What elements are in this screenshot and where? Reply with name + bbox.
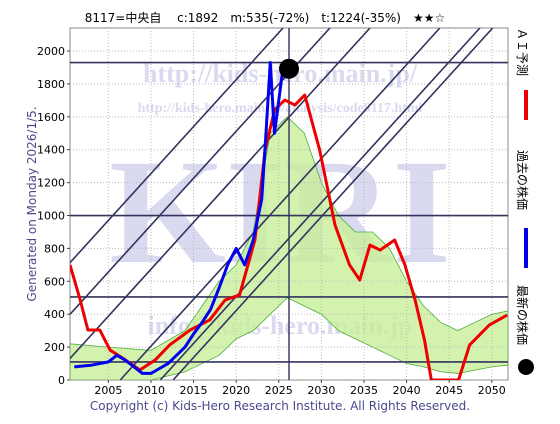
y-tick-label: 1800	[37, 78, 65, 91]
y-tick-label: 800	[44, 242, 65, 255]
trend-line	[172, 28, 494, 380]
x-tick-label: 2005	[94, 384, 122, 397]
plot: http://kids-hero.main.jp/http://kids-her…	[70, 28, 508, 380]
x-tick-label: 2015	[180, 384, 208, 397]
y-tick-label: 400	[44, 308, 65, 321]
x-tick-label: 2050	[478, 384, 506, 397]
trend-line	[70, 28, 284, 264]
series-line	[74, 61, 288, 375]
axes: 0 200 400 600 800 1000 1200 1400 1600 1800 2000 200…	[37, 45, 506, 397]
left-note: Generated on Monday 2026/1/5.	[25, 106, 39, 301]
trend-line	[70, 28, 371, 360]
y-tick-label: 0	[58, 374, 65, 387]
y-tick-label: 1200	[37, 177, 65, 190]
y-tick-label: 1400	[37, 144, 65, 157]
x-tick-label: 2010	[137, 384, 165, 397]
y-tick-label: 1000	[37, 210, 65, 223]
legend-label: 最新の株価	[515, 285, 530, 345]
x-tick-label: 2020	[222, 384, 250, 397]
trend-line	[70, 28, 331, 316]
chart-title: 8117=中央自 c:1892 m:535(-72%) t:1224(-35%)…	[85, 10, 446, 25]
x-tick-label: 2045	[435, 384, 463, 397]
latest-point	[279, 58, 299, 79]
x-tick-label: 2035	[350, 384, 378, 397]
y-tick-label: 600	[44, 275, 65, 288]
y-tick-label: 200	[44, 341, 65, 354]
legend-marker	[518, 359, 534, 375]
legend-label: ＡＩ予測	[515, 28, 529, 76]
x-tick-label: 2025	[265, 384, 293, 397]
footer: Copyright (c) Kids-Hero Research Institu…	[90, 399, 470, 413]
x-tick-label: 2030	[307, 384, 335, 397]
y-tick-label: 1600	[37, 111, 65, 124]
x-tick-label: 2040	[393, 384, 421, 397]
trend-line	[119, 28, 441, 380]
y-tick-label: 2000	[37, 45, 65, 58]
watermark: http://kids-hero.main.jp/analysis/code81…	[138, 101, 423, 116]
trend-line	[159, 28, 481, 380]
legend-label: 過去の株価	[515, 150, 530, 210]
